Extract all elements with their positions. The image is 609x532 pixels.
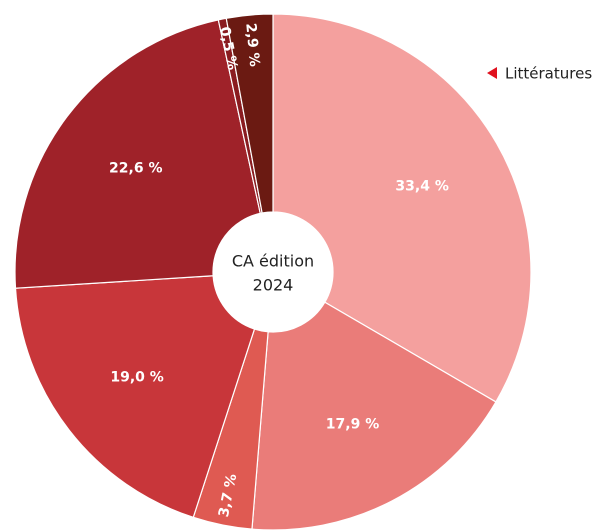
slice — [14, 19, 261, 289]
value-label: 17,9 % — [326, 417, 379, 433]
value-label: 19,0 % — [110, 369, 163, 385]
slice — [225, 13, 274, 214]
slice — [14, 275, 256, 519]
value-label: 2,9 % — [242, 22, 262, 67]
slices — [14, 13, 532, 531]
slice — [272, 13, 532, 403]
center-label: 2024 — [253, 276, 294, 295]
value-label: 33,4 % — [395, 178, 448, 194]
legend-marker — [487, 67, 497, 79]
legend-label: Littératures — [505, 65, 592, 83]
center-label: CA édition — [232, 252, 314, 271]
value-label: 22,6 % — [109, 160, 162, 176]
slice — [251, 301, 497, 531]
